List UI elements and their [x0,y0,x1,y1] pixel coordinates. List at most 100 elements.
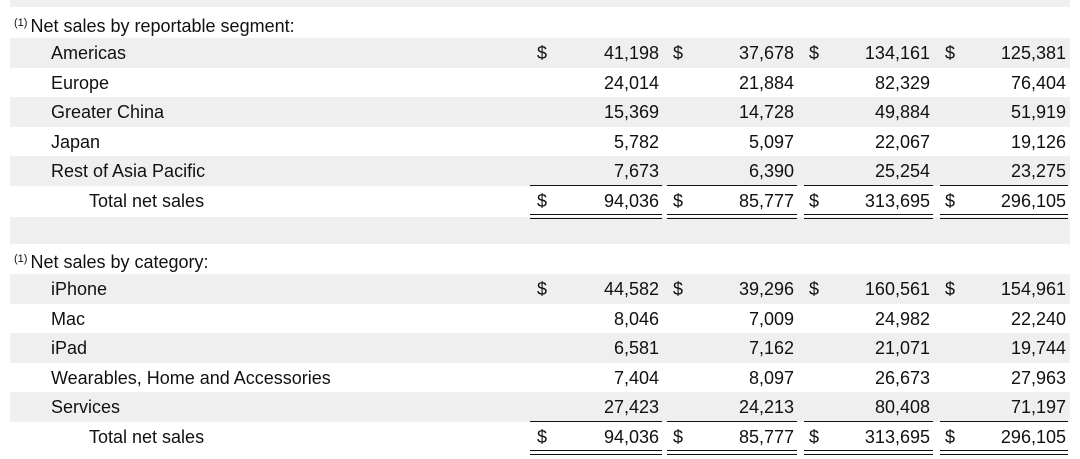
value-cell: 19,126 [1010,132,1066,152]
double-rule [667,450,797,451]
value-cell: 24,213 [738,397,794,417]
row-band [10,97,1070,127]
table-row: iPhone $ 44,582 $ 39,296 $ 160,561 $ 154… [0,274,1080,304]
double-rule [667,218,797,219]
row-label: Greater China [51,102,165,122]
value-cell: 27,423 [603,397,659,417]
table-row: Japan 5,782 5,097 22,067 19,126 [0,127,1080,157]
double-rule [804,454,933,455]
currency-symbol: $ [673,279,684,299]
value-cell: 22,067 [874,132,930,152]
subtotal-rule [667,185,797,186]
double-rule [940,450,1068,451]
double-rule [530,214,662,215]
value-cell: 41,198 [603,43,659,63]
value-cell: 82,329 [874,73,930,93]
row-label: Mac [51,309,86,329]
table-row: Americas $ 41,198 $ 37,678 $ 134,161 $ 1… [0,38,1080,68]
currency-symbol: $ [537,279,548,299]
row-band [10,274,1070,304]
row-label: Americas [51,43,127,63]
value-cell: 19,744 [1010,338,1066,358]
double-rule [530,218,662,219]
total-row: Total net sales $ 94,036 $ 85,777 $ 313,… [0,422,1080,452]
value-cell: 80,408 [874,397,930,417]
value-cell: 24,982 [874,309,930,329]
table-row: Wearables, Home and Accessories 7,404 8,… [0,363,1080,393]
row-label: Europe [51,73,110,93]
currency-symbol: $ [945,279,956,299]
currency-symbol: $ [537,191,548,211]
subtotal-rule [804,185,933,186]
value-cell: 21,071 [874,338,930,358]
subtotal-rule [530,185,662,186]
value-cell: 6,390 [748,161,794,181]
currency-symbol: $ [673,191,684,211]
value-cell: 23,275 [1010,161,1066,181]
total-label: Total net sales [89,191,205,211]
table-row: Greater China 15,369 14,728 49,884 51,91… [0,97,1080,127]
value-cell: 22,240 [1010,309,1066,329]
total-value: 296,105 [1000,427,1066,447]
top-band [10,0,1070,7]
value-cell: 125,381 [1000,43,1066,63]
value-cell: 24,014 [603,73,659,93]
value-cell: 8,097 [748,368,794,388]
currency-symbol: $ [537,43,548,63]
value-cell: 7,162 [748,338,794,358]
total-value: 85,777 [738,191,794,211]
value-cell: 7,009 [748,309,794,329]
row-label: iPad [51,338,88,358]
double-rule [940,218,1068,219]
value-cell: 76,404 [1010,73,1066,93]
double-rule [940,454,1068,455]
value-cell: 51,919 [1010,102,1066,122]
double-rule [530,454,662,455]
subtotal-rule [530,421,662,422]
value-cell: 25,254 [874,161,930,181]
currency-symbol: $ [673,427,684,447]
double-rule [667,454,797,455]
section-title: Net sales by reportable segment: [30,16,295,36]
value-cell: 14,728 [738,102,794,122]
value-cell: 27,963 [1010,368,1066,388]
row-label: Rest of Asia Pacific [51,161,206,181]
value-cell: 134,161 [864,43,930,63]
currency-symbol: $ [945,427,956,447]
row-label: Wearables, Home and Accessories [51,368,331,388]
value-cell: 154,961 [1000,279,1066,299]
currency-symbol: $ [537,427,548,447]
row-label: iPhone [51,279,108,299]
table-row: Mac 8,046 7,009 24,982 22,240 [0,304,1080,334]
row-label: Japan [51,132,101,152]
total-value: 94,036 [603,191,659,211]
value-cell: 6,581 [613,338,659,358]
double-rule [940,214,1068,215]
value-cell: 44,582 [603,279,659,299]
total-row: Total net sales $ 94,036 $ 85,777 $ 313,… [0,186,1080,216]
total-value: 85,777 [738,427,794,447]
footnote-marker: (1) [14,253,28,265]
double-rule [530,450,662,451]
row-band [10,333,1070,363]
value-cell: 26,673 [874,368,930,388]
row-band [10,156,1070,186]
value-cell: 37,678 [738,43,794,63]
currency-symbol: $ [809,191,820,211]
total-value: 94,036 [603,427,659,447]
double-rule [804,214,933,215]
value-cell: 15,369 [603,102,659,122]
double-rule [804,450,933,451]
subtotal-rule [940,185,1068,186]
value-cell: 7,673 [613,161,659,181]
value-cell: 160,561 [864,279,930,299]
row-band [10,392,1070,422]
value-cell: 5,782 [613,132,659,152]
total-label: Total net sales [89,427,205,447]
total-value: 296,105 [1000,191,1066,211]
category-section-heading: (1) Net sales by category: [14,244,209,274]
currency-symbol: $ [809,43,820,63]
value-cell: 8,046 [613,309,659,329]
value-cell: 71,197 [1010,397,1066,417]
spacer-band [10,217,1070,244]
